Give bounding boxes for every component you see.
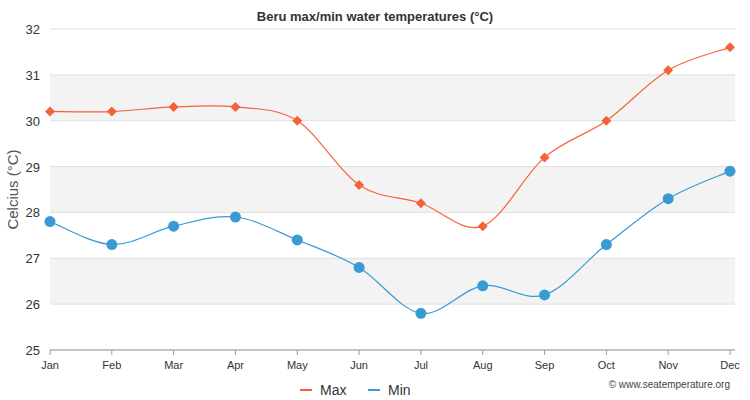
x-tick-label: Oct [598,359,615,371]
x-tick-label: Mar [164,359,183,371]
grid-line [50,74,735,75]
x-tick [297,350,298,355]
marker [601,116,611,126]
legend-label: Min [388,382,411,398]
marker [107,107,117,117]
marker [354,262,365,273]
x-tick [235,350,236,355]
x-tick-label: Feb [102,359,121,371]
x-tick-label: Sep [535,359,555,371]
x-tick [482,350,483,355]
marker [415,308,426,319]
marker [478,221,488,231]
x-tick-label: Aug [473,359,493,371]
grid-line [50,350,735,351]
y-tick-label: 32 [26,22,40,37]
x-tick-label: Nov [658,359,678,371]
y-axis-label: Celcius (°C) [4,149,21,229]
series-line [50,47,730,227]
marker [477,280,488,291]
grid-line [50,304,735,305]
marker [169,102,179,112]
marker [292,234,303,245]
y-tick-label: 26 [26,297,40,312]
legend: Max Min [300,382,411,398]
marker [540,152,550,162]
marker [230,102,240,112]
marker [725,166,736,177]
y-tick-label: 27 [26,251,40,266]
marker [168,221,179,232]
title: Beru max/min water temperatures (°C) [257,9,493,24]
y-tick-label: 29 [26,160,40,175]
grid-band [50,167,735,213]
x-tick [544,350,545,355]
x-tick [359,350,360,355]
grid-line [50,29,735,30]
marker [663,65,673,75]
grid [50,29,735,350]
x-tick-label: Jul [414,359,428,371]
grid-line [50,120,735,121]
grid-line [50,166,735,167]
marker [601,239,612,250]
marker [45,216,56,227]
x-axis-line [50,350,735,351]
grid-line [50,212,735,213]
x-tick-label: Dec [720,359,740,371]
x-tick [50,350,51,355]
y-tick-label: 30 [26,114,40,129]
series-line [50,171,730,313]
y-tick-label: 28 [26,205,40,220]
legend-label: Max [320,382,346,398]
marker [230,212,241,223]
credit: © www.seatemperature.org [609,379,730,390]
x-tick-label: Jan [41,359,59,371]
x-tick-label: Jun [350,359,368,371]
marker [663,193,674,204]
x-tick [173,350,174,355]
marker [292,116,302,126]
chart-svg: 25 26 27 28 29 30 31 32 Jan Feb Mar Apr May Jun Jul Aug… [0,0,750,400]
x-tick-label: Apr [227,359,244,371]
grid-band [50,75,735,121]
legend-swatch [300,389,312,391]
x-tick [111,350,112,355]
marker [416,198,426,208]
marker [45,107,55,117]
x-tick [668,350,669,355]
x-tick-label: May [287,359,308,371]
marker [354,180,364,190]
x-tick [420,350,421,355]
x-tick [606,350,607,355]
y-tick-label: 25 [26,343,40,358]
legend-swatch [368,389,380,391]
plot-area [45,42,736,318]
chart-container: 25 26 27 28 29 30 31 32 Jan Feb Mar Apr May Jun Jul Aug… [0,0,750,400]
marker [106,239,117,250]
x-tick [730,350,731,355]
marker [725,42,735,52]
grid-line [50,258,735,259]
grid-band [50,258,735,304]
marker [539,289,550,300]
y-tick-label: 31 [26,68,40,83]
